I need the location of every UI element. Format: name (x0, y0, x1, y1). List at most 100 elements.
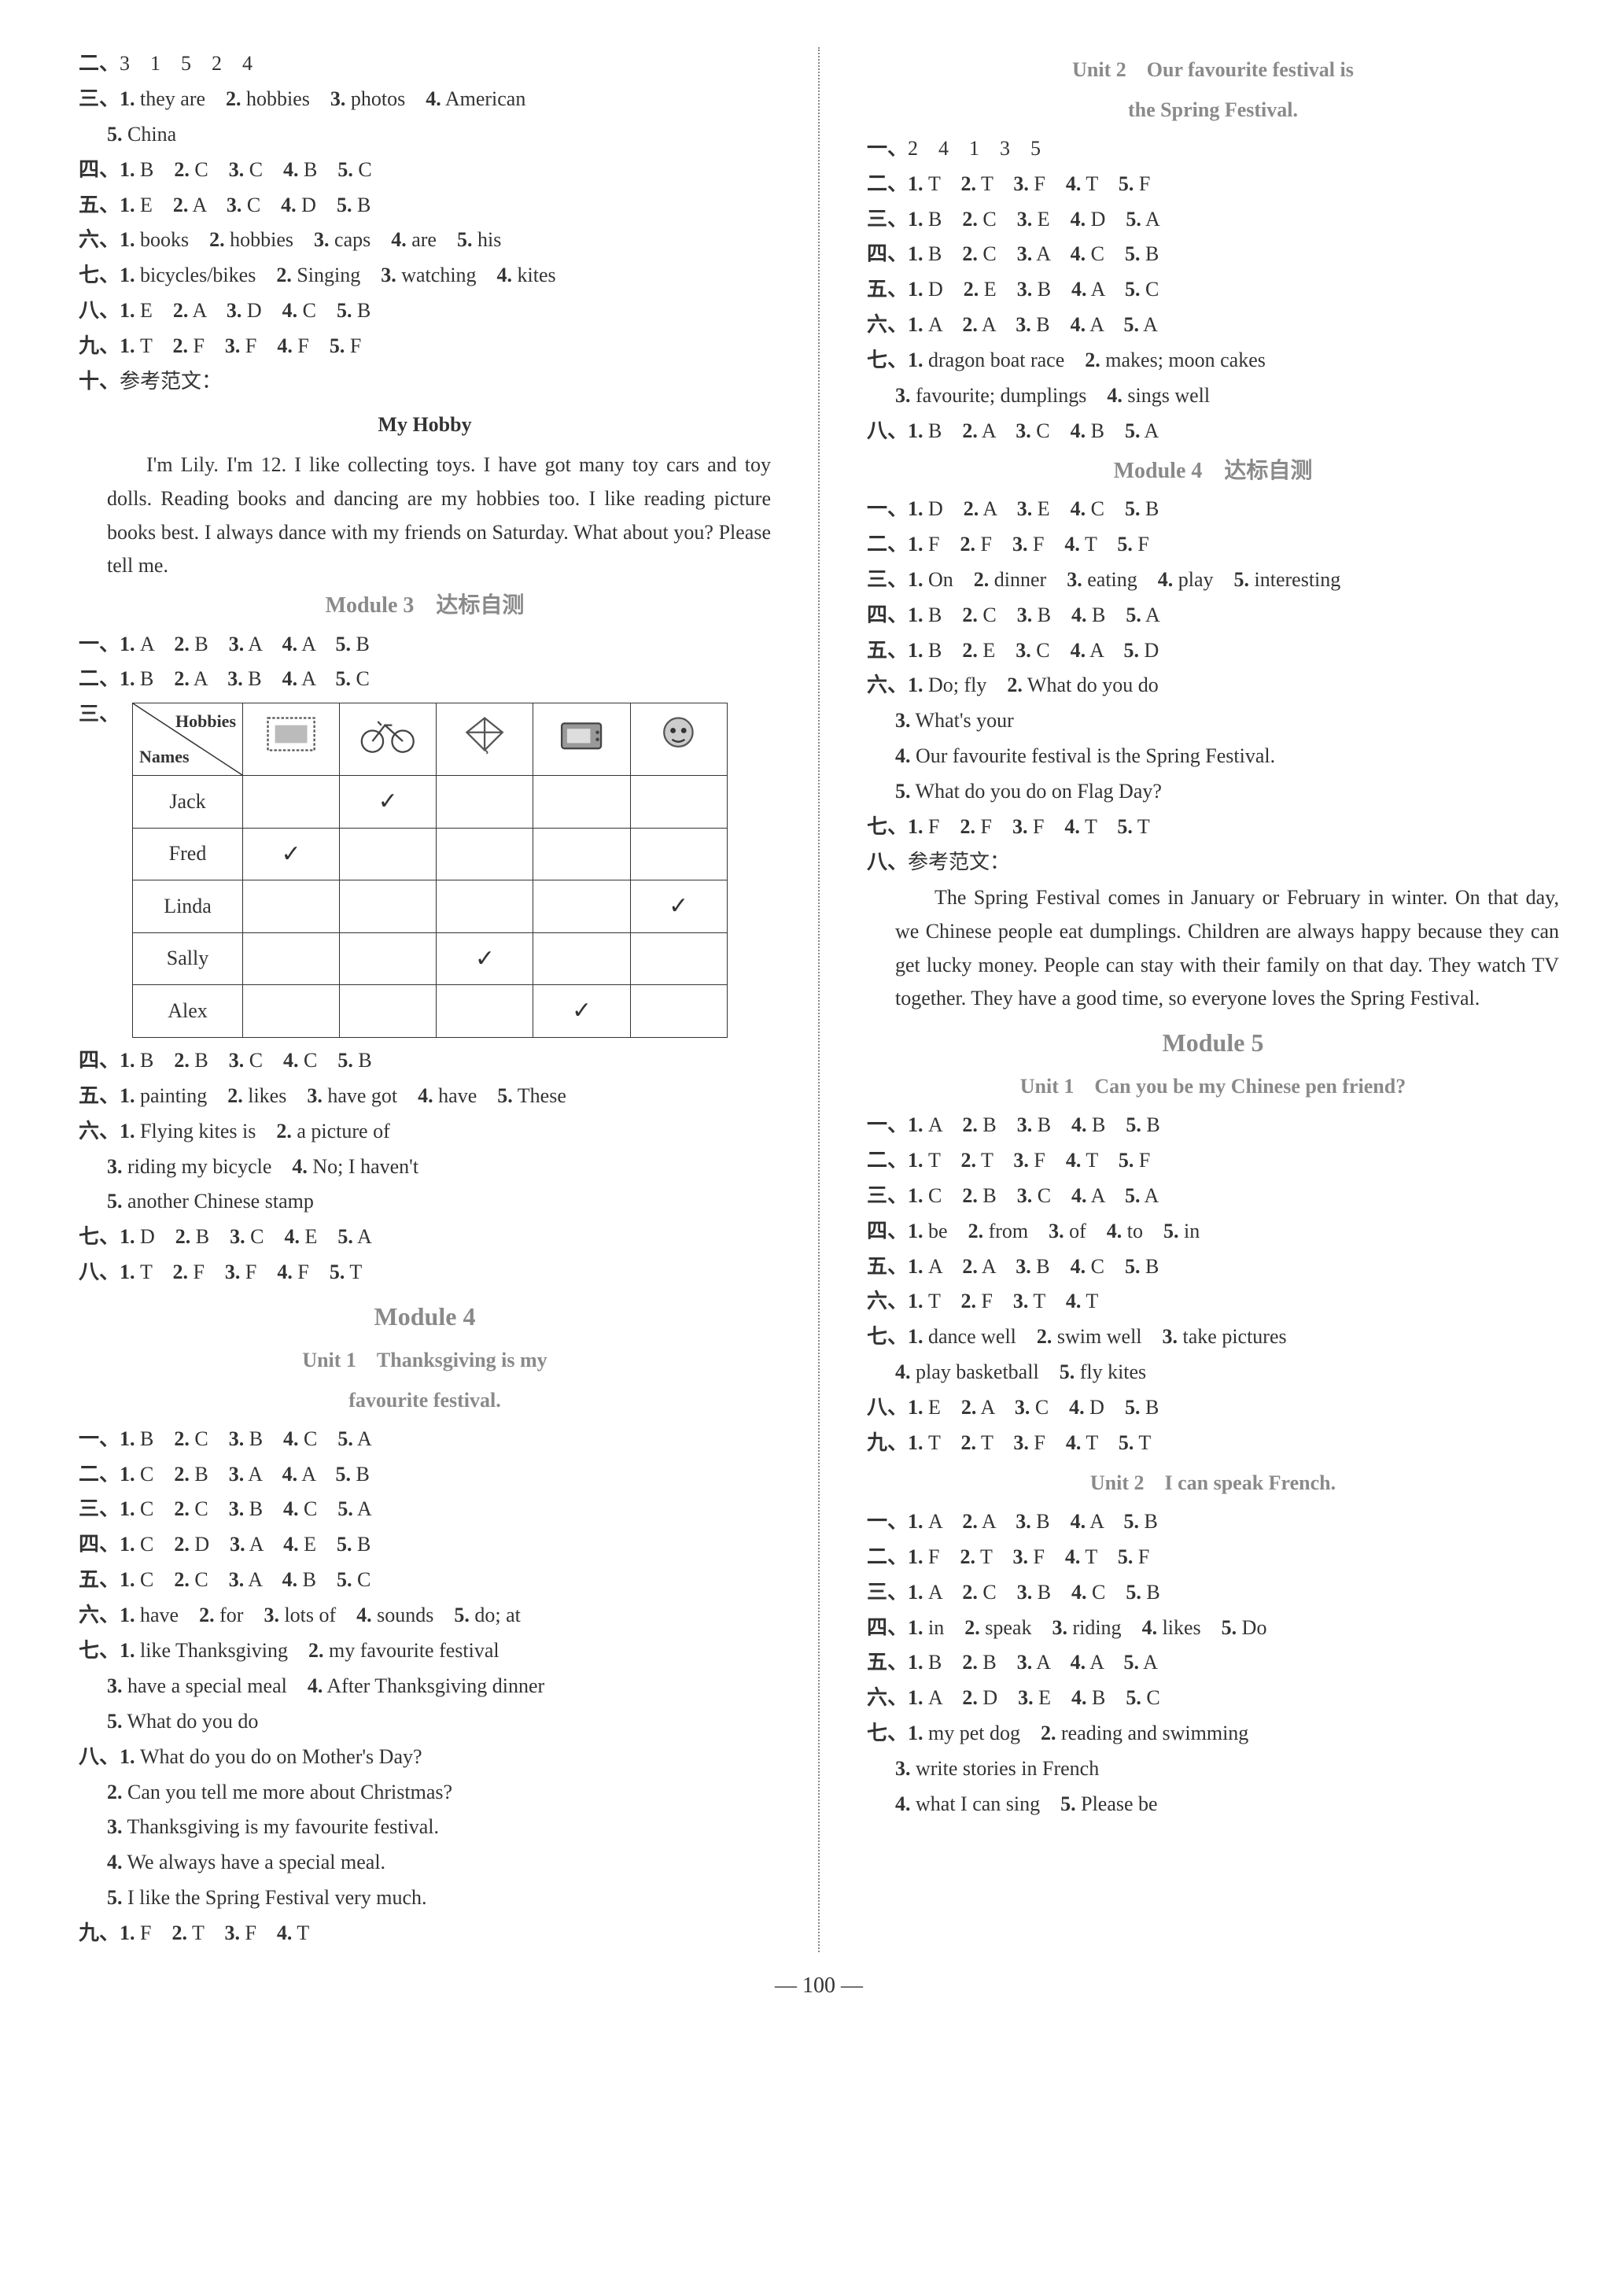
table-row: Sally✓ (133, 932, 728, 985)
answer-line: 八、1. E 2. A 3. D 4. C 5. B (79, 294, 771, 328)
page-number: — 100 — (79, 1968, 1559, 2004)
answer-line: 六、1. T 2. F 3. T 4. T (867, 1285, 1559, 1319)
answer-line: 三、1. C 2. B 3. C 4. A 5. A (867, 1179, 1559, 1213)
module-heading: Module 5 (867, 1022, 1559, 1064)
check-mark: ✓ (243, 828, 340, 880)
answer-line: 二、1. F 2. F 3. F 4. T 5. F (867, 528, 1559, 562)
answer-line: 5. I like the Spring Festival very much. (79, 1881, 771, 1915)
answer-line: 七、1. my pet dog 2. reading and swimming (867, 1717, 1559, 1751)
unit-heading: favourite festival. (79, 1384, 771, 1418)
answer-line: 3. have a special meal 4. After Thanksgi… (79, 1670, 771, 1704)
stamp-icon (243, 703, 340, 776)
answer-line: 五、1. B 2. B 3. A 4. A 5. A (867, 1646, 1559, 1680)
answer-line: 四、1. B 2. C 3. B 4. B 5. A (867, 599, 1559, 633)
answer-line: 3. write stories in French (867, 1752, 1559, 1786)
answer-line: 七、1. dance well 2. swim well 3. take pic… (867, 1320, 1559, 1354)
table-row: Linda✓ (133, 880, 728, 933)
answer-line: 4. Our favourite festival is the Spring … (867, 740, 1559, 773)
kite-icon (437, 703, 533, 776)
answer-line: 九、1. T 2. T 3. F 4. T 5. T (867, 1427, 1559, 1460)
answer-line: 一、1. A 2. A 3. B 4. A 5. B (867, 1505, 1559, 1539)
answer-line: 5. China (79, 118, 771, 152)
answer-line: 四、1. B 2. B 3. C 4. C 5. B (79, 1044, 771, 1078)
answer-line: 六、1. Do; fly 2. What do you do (867, 669, 1559, 703)
section-label: 三、 (79, 698, 120, 732)
table-header-diag: Hobbies Names (133, 703, 243, 776)
answer-line: 八、参考范文： (867, 846, 1559, 880)
answer-line: 二、3 1 5 2 4 (79, 47, 771, 81)
essay-title: My Hobby (79, 408, 771, 442)
answer-line: 五、1. A 2. A 3. B 4. C 5. B (867, 1250, 1559, 1284)
answer-line: 七、1. bicycles/bikes 2. Singing 3. watchi… (79, 259, 771, 293)
answer-line: 六、1. have 2. for 3. lots of 4. sounds 5.… (79, 1599, 771, 1633)
answer-line: 一、1. A 2. B 3. B 4. B 5. B (867, 1109, 1559, 1142)
answer-line: 二、1. T 2. T 3. F 4. T 5. F (867, 1144, 1559, 1178)
essay-body: The Spring Festival comes in January or … (867, 881, 1559, 1017)
answer-line: 三、1. B 2. C 3. E 4. D 5. A (867, 203, 1559, 237)
answer-line: 5. What do you do (79, 1705, 771, 1739)
table-row: Alex✓ (133, 985, 728, 1038)
check-mark: ✓ (340, 776, 437, 829)
answer-line: 三、1. On 2. dinner 3. eating 4. play 5. i… (867, 563, 1559, 597)
answer-line: 一、1. A 2. B 3. A 4. A 5. B (79, 628, 771, 662)
answer-line: 六、1. Flying kites is 2. a picture of (79, 1115, 771, 1149)
answer-line: 四、1. B 2. C 3. A 4. C 5. B (867, 238, 1559, 271)
answer-line: 3. What's your (867, 704, 1559, 738)
answer-line: 二、1. F 2. T 3. F 4. T 5. F (867, 1541, 1559, 1574)
module-heading: Module 3 达标自测 (79, 588, 771, 624)
unit-heading: Unit 2 I can speak French. (867, 1467, 1559, 1501)
answer-line: 4. play basketball 5. fly kites (867, 1356, 1559, 1390)
answer-line: 3. Thanksgiving is my favourite festival… (79, 1811, 771, 1844)
answer-line: 四、1. in 2. speak 3. riding 4. likes 5. D… (867, 1611, 1559, 1645)
answer-line: 二、1. T 2. T 3. F 4. T 5. F (867, 168, 1559, 201)
answer-line: 4. We always have a special meal. (79, 1846, 771, 1880)
answer-line: 三、1. C 2. C 3. B 4. C 5. A (79, 1493, 771, 1526)
unit-heading: Unit 2 Our favourite festival is (867, 54, 1559, 87)
check-mark: ✓ (533, 985, 630, 1038)
check-mark: ✓ (437, 932, 533, 985)
answer-line: 五、1. D 2. E 3. B 4. A 5. C (867, 273, 1559, 307)
answer-line: 五、1. painting 2. likes 3. have got 4. ha… (79, 1080, 771, 1113)
module-heading: Module 4 达标自测 (867, 453, 1559, 489)
answer-line: 八、1. What do you do on Mother's Day? (79, 1740, 771, 1774)
answer-line: 一、2 4 1 3 5 (867, 132, 1559, 166)
answer-line: 八、1. E 2. A 3. C 4. D 5. B (867, 1391, 1559, 1425)
answer-line: 九、1. T 2. F 3. F 4. F 5. F (79, 330, 771, 364)
answer-line: 六、1. A 2. D 3. E 4. B 5. C (867, 1681, 1559, 1715)
answer-line: 2. Can you tell me more about Christmas? (79, 1776, 771, 1810)
answer-line: 四、1. be 2. from 3. of 4. to 5. in (867, 1215, 1559, 1249)
tv-icon (533, 703, 630, 776)
module-heading: Module 4 (79, 1296, 771, 1338)
answer-line: 七、1. like Thanksgiving 2. my favourite f… (79, 1634, 771, 1668)
answer-line: 七、1. dragon boat race 2. makes; moon cak… (867, 344, 1559, 378)
answer-line: 3. favourite; dumplings 4. sings well (867, 379, 1559, 413)
answer-line: 三、1. they are 2. hobbies 3. photos 4. Am… (79, 83, 771, 116)
unit-heading: Unit 1 Can you be my Chinese pen friend? (867, 1070, 1559, 1104)
answer-line: 二、1. B 2. A 3. B 4. A 5. C (79, 663, 771, 696)
answer-line: 五、1. B 2. E 3. C 4. A 5. D (867, 634, 1559, 668)
check-mark: ✓ (630, 880, 727, 933)
answer-line: 七、1. D 2. B 3. C 4. E 5. A (79, 1220, 771, 1254)
answer-line: 5. What do you do on Flag Day? (867, 775, 1559, 809)
answer-line: 一、1. D 2. A 3. E 4. C 5. B (867, 493, 1559, 526)
table-row: Jack✓ (133, 776, 728, 829)
answer-line: 4. what I can sing 5. Please be (867, 1788, 1559, 1822)
answer-line: 十、参考范文： (79, 365, 771, 399)
answer-line: 七、1. F 2. F 3. F 4. T 5. T (867, 810, 1559, 844)
answer-line: 九、1. F 2. T 3. F 4. T (79, 1917, 771, 1951)
answer-line: 八、1. B 2. A 3. C 4. B 5. A (867, 415, 1559, 448)
essay-body: I'm Lily. I'm 12. I like collecting toys… (79, 448, 771, 584)
answer-line: 3. riding my bicycle 4. No; I haven't (79, 1150, 771, 1184)
doll-icon (630, 703, 727, 776)
answer-line: 六、1. A 2. A 3. B 4. A 5. A (867, 308, 1559, 342)
left-column: 二、3 1 5 2 4 三、1. they are 2. hobbies 3. … (79, 47, 771, 1952)
bicycle-icon (340, 703, 437, 776)
answer-line: 六、1. books 2. hobbies 3. caps 4. are 5. … (79, 223, 771, 257)
unit-heading: the Spring Festival. (867, 94, 1559, 127)
answer-line: 四、1. C 2. D 3. A 4. E 5. B (79, 1528, 771, 1562)
answer-line: 一、1. B 2. C 3. B 4. C 5. A (79, 1423, 771, 1456)
column-divider (818, 47, 820, 1952)
answer-line: 八、1. T 2. F 3. F 4. F 5. T (79, 1256, 771, 1290)
answer-line: 五、1. E 2. A 3. C 4. D 5. B (79, 189, 771, 223)
answer-line: 5. another Chinese stamp (79, 1185, 771, 1219)
